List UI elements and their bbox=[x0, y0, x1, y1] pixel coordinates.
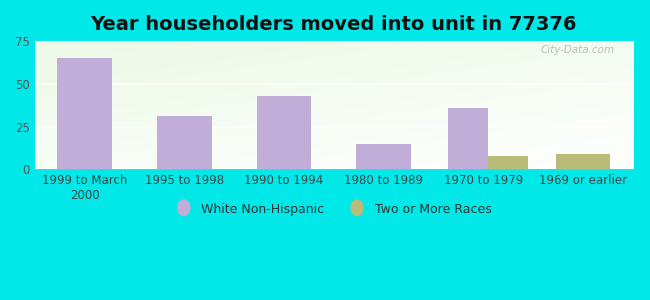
Bar bbox=[257, 96, 311, 169]
Bar bbox=[356, 144, 411, 169]
Bar bbox=[556, 154, 610, 169]
Text: City-Data.com: City-Data.com bbox=[541, 45, 615, 55]
Legend: White Non-Hispanic, Two or More Races: White Non-Hispanic, Two or More Races bbox=[172, 198, 496, 221]
Bar bbox=[488, 156, 528, 169]
Title: Year householders moved into unit in 77376: Year householders moved into unit in 773… bbox=[90, 15, 577, 34]
Bar bbox=[57, 58, 112, 169]
Bar bbox=[448, 108, 488, 169]
Bar bbox=[157, 116, 212, 169]
